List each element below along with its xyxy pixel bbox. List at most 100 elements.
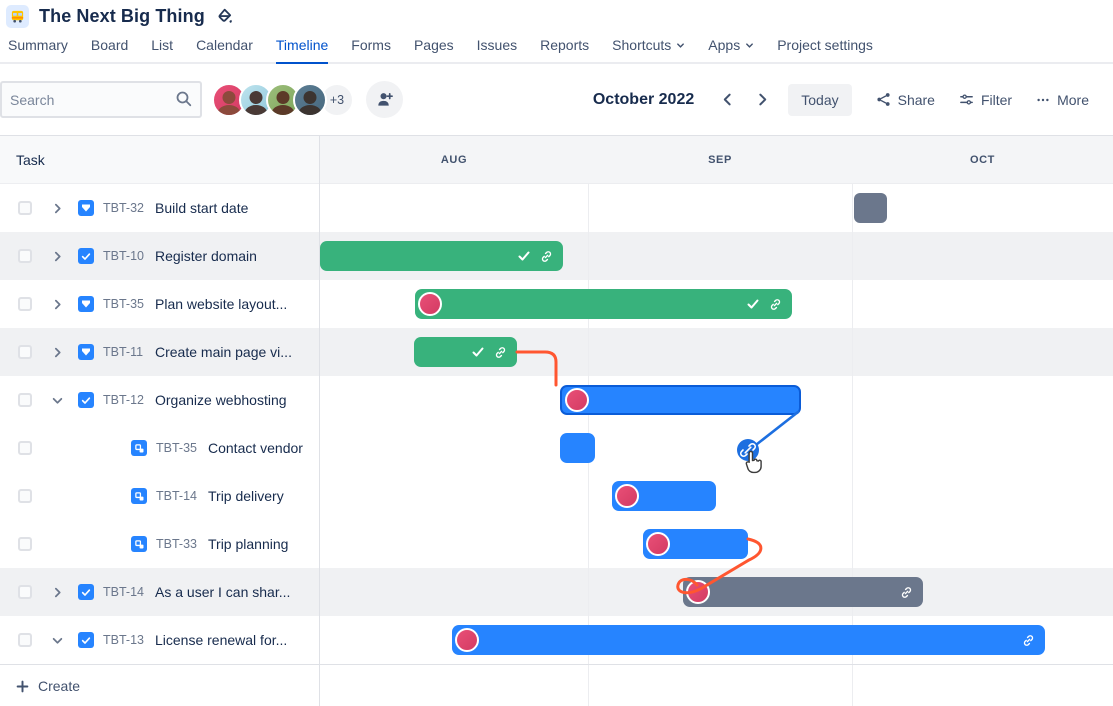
assignee-avatar (646, 532, 670, 556)
issue-type-subtask-icon (131, 440, 147, 456)
row-checkbox[interactable] (18, 537, 32, 551)
issue-name[interactable]: Plan website layout... (155, 296, 288, 312)
row-checkbox[interactable] (18, 489, 32, 503)
issue-type-shield-icon (78, 344, 94, 360)
row-checkbox[interactable] (18, 393, 32, 407)
task-row-subtask[interactable]: TBT-33 Trip planning (0, 520, 319, 568)
issue-key[interactable]: TBT-14 (156, 489, 197, 503)
row-checkbox[interactable] (18, 585, 32, 599)
period-label: October 2022 (592, 90, 695, 108)
expand-chevron-right-icon[interactable] (50, 299, 64, 310)
issue-name[interactable]: As a user I can shar... (155, 584, 291, 600)
tab-apps[interactable]: Apps (708, 31, 754, 64)
more-button[interactable]: More (1026, 86, 1099, 114)
gantt-bar-as-a-user-i-can-share[interactable] (683, 577, 923, 607)
filter-button[interactable]: Filter (949, 86, 1022, 114)
tab-list[interactable]: List (151, 31, 173, 64)
next-period-button[interactable] (747, 87, 778, 112)
tab-issues[interactable]: Issues (477, 31, 517, 64)
issue-type-shield-icon (78, 200, 94, 216)
search-input[interactable] (0, 81, 202, 118)
assignee-avatar (455, 628, 479, 652)
task-row[interactable]: TBT-35 Plan website layout... (0, 280, 319, 328)
issue-key[interactable]: TBT-10 (103, 249, 144, 263)
tab-pages[interactable]: Pages (414, 31, 454, 64)
issue-key[interactable]: TBT-11 (103, 345, 144, 359)
expand-chevron-right-icon[interactable] (50, 203, 64, 214)
row-checkbox[interactable] (18, 201, 32, 215)
timeline-grid: AUG SEP OCT (0, 135, 1113, 706)
gantt-bar-trip-delivery[interactable] (612, 481, 716, 511)
expand-chevron-right-icon[interactable] (50, 251, 64, 262)
tab-calendar[interactable]: Calendar (196, 31, 253, 64)
tab-board[interactable]: Board (91, 31, 128, 64)
tab-timeline[interactable]: Timeline (275, 31, 329, 64)
issue-key[interactable]: TBT-14 (103, 585, 144, 599)
gantt-bar-contact-vendor[interactable] (560, 433, 595, 463)
gantt-bar-create-main-page[interactable] (414, 337, 517, 367)
tab-project-settings[interactable]: Project settings (777, 31, 873, 64)
task-row[interactable]: TBT-32 Build start date (0, 184, 319, 232)
task-column-header: Task (0, 136, 319, 184)
bar-status-icons (471, 337, 507, 367)
row-checkbox[interactable] (18, 633, 32, 647)
issue-name[interactable]: Contact vendor (208, 440, 303, 456)
issue-key[interactable]: TBT-32 (103, 201, 144, 215)
task-row[interactable]: TBT-14 As a user I can shar... (0, 568, 319, 616)
issue-name[interactable]: License renewal for... (155, 632, 288, 648)
task-row[interactable]: TBT-12 Organize webhosting (0, 376, 319, 424)
assignee-avatar (565, 388, 589, 412)
expand-chevron-right-icon[interactable] (50, 347, 64, 358)
row-checkbox[interactable] (18, 441, 32, 455)
collapse-chevron-down-icon[interactable] (50, 636, 64, 645)
task-row[interactable]: TBT-11 Create main page vi... (0, 328, 319, 376)
issue-key[interactable]: TBT-13 (103, 633, 144, 647)
link-icon (495, 346, 506, 358)
previous-period-button[interactable] (712, 87, 743, 112)
issue-key[interactable]: TBT-35 (103, 297, 144, 311)
gantt-bar-trip-planning[interactable] (643, 529, 748, 559)
grid-footer-divider (320, 664, 1113, 665)
project-nav-tabs: Summary Board List Calendar Timeline For… (0, 32, 1113, 64)
expand-chevron-right-icon[interactable] (50, 587, 64, 598)
avatar[interactable] (293, 82, 327, 117)
issue-key[interactable]: TBT-12 (103, 393, 144, 407)
task-row-subtask[interactable]: TBT-35 Contact vendor (0, 424, 319, 472)
tab-label: Shortcuts (612, 37, 672, 53)
gantt-bar-organize-webhosting[interactable] (560, 385, 801, 415)
paint-bucket-icon[interactable] (217, 8, 234, 25)
tab-reports[interactable]: Reports (540, 31, 589, 64)
issue-name[interactable]: Trip planning (208, 536, 289, 552)
issue-key[interactable]: TBT-33 (156, 537, 197, 551)
bar-status-icons (900, 577, 913, 607)
share-button[interactable]: Share (866, 86, 945, 114)
gantt-bar-license-renewal[interactable] (452, 625, 1045, 655)
row-checkbox[interactable] (18, 345, 32, 359)
collapse-chevron-down-icon[interactable] (50, 396, 64, 405)
issue-name[interactable]: Build start date (155, 200, 249, 216)
tab-forms[interactable]: Forms (351, 31, 391, 64)
task-row[interactable]: TBT-13 License renewal for... (0, 616, 319, 664)
share-label: Share (897, 91, 935, 108)
create-issue-button[interactable]: Create (0, 664, 319, 706)
tab-shortcuts[interactable]: Shortcuts (612, 31, 685, 64)
today-button[interactable]: Today (788, 83, 852, 116)
issue-name[interactable]: Register domain (155, 248, 257, 264)
gantt-bar-register-domain[interactable] (320, 241, 563, 271)
tab-summary[interactable]: Summary (8, 31, 68, 64)
task-row-subtask[interactable]: TBT-14 Trip delivery (0, 472, 319, 520)
chevron-left-icon (724, 93, 731, 106)
search-icon (175, 90, 193, 113)
task-row[interactable]: TBT-10 Register domain (0, 232, 319, 280)
issue-name[interactable]: Organize webhosting (155, 392, 287, 408)
add-people-button[interactable] (366, 81, 403, 118)
bar-status-icons (517, 241, 553, 271)
issue-key[interactable]: TBT-35 (156, 441, 197, 455)
issue-name[interactable]: Create main page vi... (155, 344, 292, 360)
avatar-overflow-count: +3 (329, 92, 345, 107)
gantt-bar-build-start-date[interactable] (854, 193, 887, 223)
gantt-bar-plan-website-layout[interactable] (415, 289, 792, 319)
issue-name[interactable]: Trip delivery (208, 488, 284, 504)
row-checkbox[interactable] (18, 249, 32, 263)
row-checkbox[interactable] (18, 297, 32, 311)
